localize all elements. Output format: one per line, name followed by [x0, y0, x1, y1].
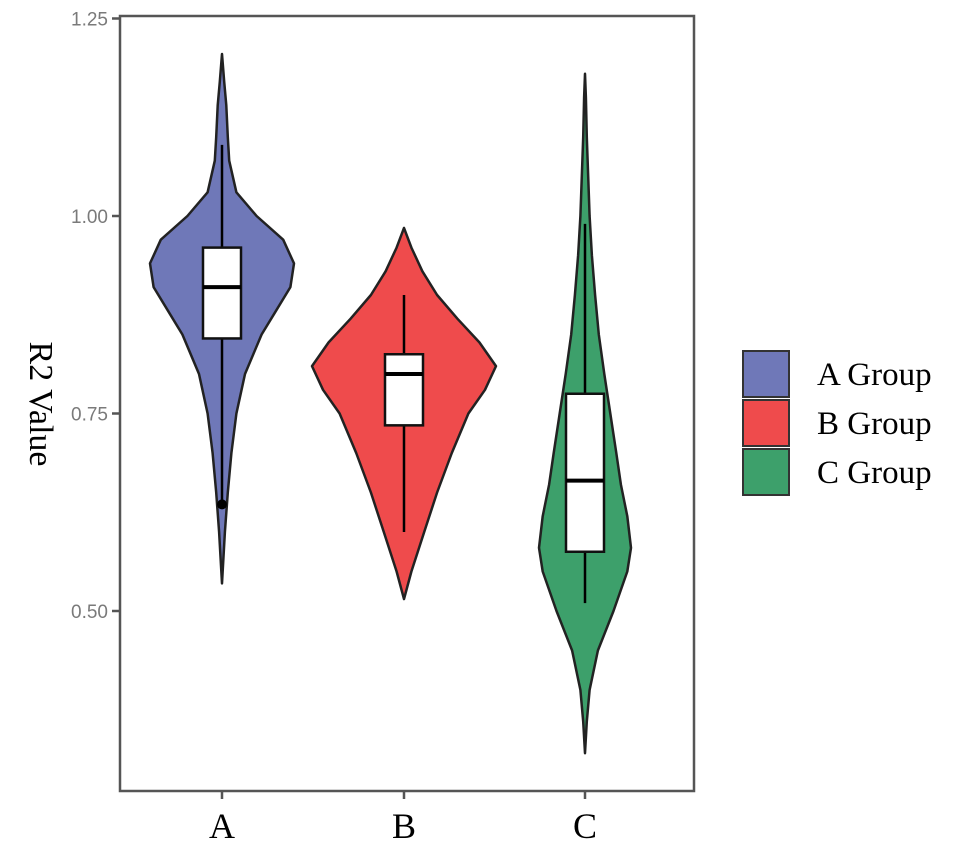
- x-tick-label: A: [209, 806, 235, 845]
- y-tick-label: 0.75: [71, 405, 108, 426]
- violin-group-C: [537, 72, 633, 755]
- y-axis-label: R2 Value: [22, 342, 59, 467]
- legend-key-C: [742, 448, 790, 496]
- legend: A Group B Group C Group: [742, 350, 932, 496]
- y-tick-label: 0.50: [71, 602, 108, 623]
- y-tick-label: 1.25: [71, 10, 108, 31]
- box-iqr: [383, 353, 425, 427]
- x-tick-label: B: [392, 806, 416, 845]
- legend-label: B Group: [817, 406, 932, 442]
- y-axis: 0.50 0.75 1.00 1.25: [71, 10, 120, 623]
- violin-group-A: [148, 52, 296, 585]
- outlier-point: [217, 499, 227, 510]
- plot-layer: [148, 52, 633, 755]
- legend-key-B: [742, 399, 790, 447]
- panel-border: [118, 14, 696, 793]
- x-axis: A B C: [209, 791, 597, 846]
- legend-label: A Group: [817, 357, 932, 393]
- violin-group-B: [310, 226, 498, 601]
- legend-key-A: [742, 350, 790, 398]
- box-iqr: [564, 392, 606, 553]
- box-iqr: [201, 246, 243, 340]
- x-tick-label: C: [573, 806, 597, 845]
- y-tick-label: 1.00: [71, 207, 108, 228]
- legend-label: C Group: [817, 455, 932, 491]
